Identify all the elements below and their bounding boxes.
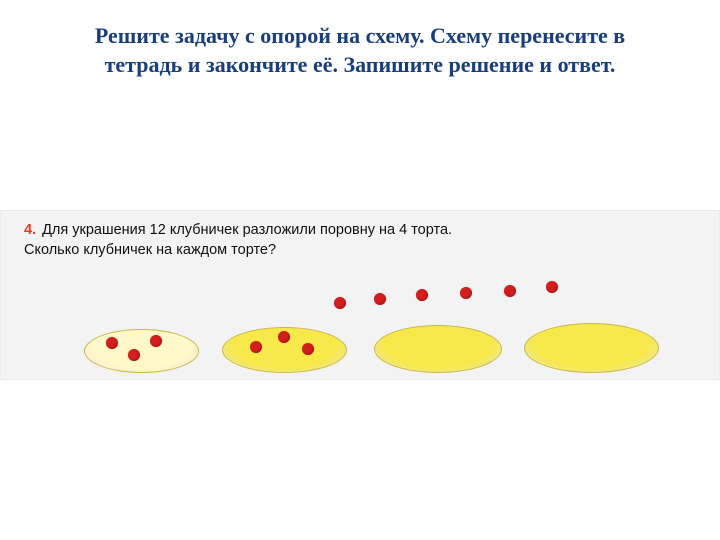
cake-shape (374, 325, 502, 373)
instruction-heading: Решите задачу с опорой на схему. Схему п… (0, 0, 720, 79)
strawberry-dot (278, 331, 290, 343)
diagram-area (24, 267, 702, 377)
task-line-2: Сколько клубничек на каждом торте? (24, 242, 276, 258)
strawberry-dot (250, 341, 262, 353)
strawberry-dot (302, 343, 314, 355)
task-text-block: 4. Для украшения 12 клубничек разложили п… (24, 220, 702, 261)
task-line-1: Для украшения 12 клубничек разложили пор… (42, 222, 452, 238)
task-box: 4. Для украшения 12 клубничек разложили п… (0, 210, 720, 380)
task-number: 4. (24, 222, 36, 238)
strawberry-dot (374, 293, 386, 305)
strawberry-dot (334, 297, 346, 309)
strawberry-dot (416, 289, 428, 301)
strawberry-dot (106, 337, 118, 349)
strawberry-dot (504, 285, 516, 297)
strawberry-dot (460, 287, 472, 299)
strawberry-dot (150, 335, 162, 347)
cake-shape (524, 323, 659, 373)
strawberry-dot (128, 349, 140, 361)
strawberry-dot (546, 281, 558, 293)
cake-shape (84, 329, 199, 373)
